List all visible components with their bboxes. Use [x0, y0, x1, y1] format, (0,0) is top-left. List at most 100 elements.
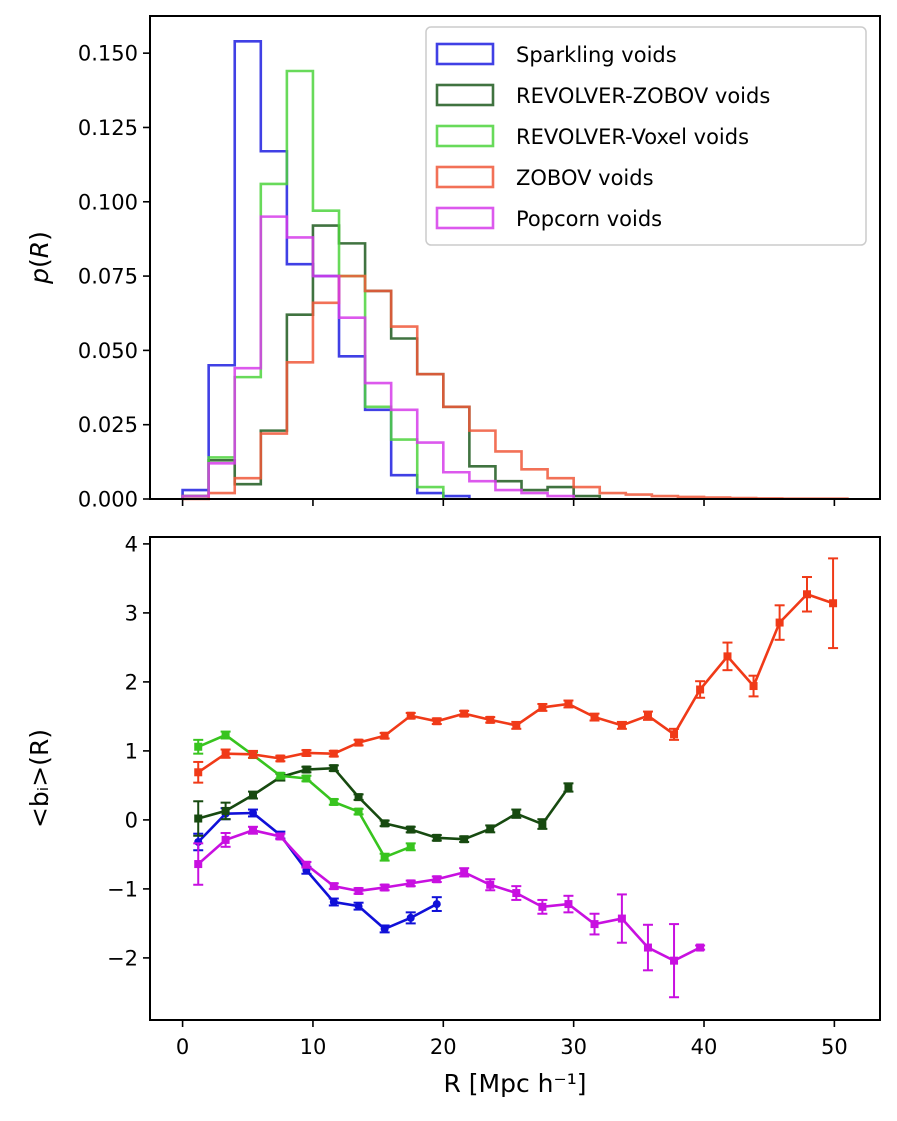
top-y-tick-label: 0.150 [78, 42, 138, 66]
legend-swatch-revolver-voxel-voids [435, 124, 495, 148]
bias-series-1 [193, 764, 574, 844]
legend-label-revolver-voxel-voids: REVOLVER-Voxel voids [516, 125, 749, 149]
data-point [617, 721, 626, 730]
data-point [194, 860, 203, 869]
top-y-tick-label: 0.000 [78, 488, 138, 512]
bottom-x-ticks: 0 10 20 30 40 50 [176, 1020, 848, 1059]
bottom-x-tick-label: 10 [300, 1035, 327, 1059]
data-point [354, 902, 363, 911]
bottom-x-tick-label: 0 [176, 1035, 189, 1059]
legend-swatch-zobov-voids [435, 165, 495, 189]
top-y-label-paren: ) [25, 231, 54, 241]
top-y-tick-label: 0.075 [78, 265, 138, 289]
data-point [538, 703, 547, 712]
top-y-label-symbol: p [25, 268, 54, 285]
data-point [248, 750, 257, 759]
data-point [406, 711, 415, 720]
data-point [696, 685, 705, 694]
top-y-ticks: 0.000 0.025 0.050 0.075 0.100 0.125 0.150 [78, 42, 150, 512]
data-point [248, 791, 257, 800]
data-point [432, 875, 441, 884]
legend-label-sparkling-voids: Sparkling voids [516, 43, 677, 67]
data-point [406, 913, 415, 922]
legend-swatch-popcorn-voids [435, 206, 495, 230]
bias-line-0 [197, 811, 438, 931]
data-point [276, 771, 285, 780]
bias-line-3 [197, 592, 834, 774]
data-point [723, 652, 732, 661]
data-point [460, 835, 469, 844]
bias-line-4 [197, 828, 701, 963]
top-y-tick-label: 0.050 [78, 339, 138, 363]
top-y-label-paren: ( [25, 258, 54, 268]
top-y-tick-label: 0.025 [78, 413, 138, 437]
data-point [354, 793, 363, 802]
data-point [221, 749, 230, 758]
data-point [380, 731, 389, 740]
data-point [432, 900, 441, 909]
bottom-x-tick-label: 50 [821, 1035, 848, 1059]
bottom-y-tick-label: −2 [107, 946, 138, 970]
hist-popcorn-voids [181, 215, 575, 499]
bottom-x-axis-label: R [Mpc h⁻¹] [443, 1069, 586, 1098]
top-y-tick-label: 0.125 [78, 116, 138, 140]
data-point [460, 868, 469, 877]
data-point [564, 900, 573, 909]
legend-box [425, 26, 867, 246]
data-point [194, 742, 203, 751]
bottom-x-tick-label: 20 [430, 1035, 457, 1059]
legend: Sparkling voids REVOLVER-ZOBOV voids REVOL… [425, 26, 867, 246]
data-point [221, 835, 230, 844]
data-point [406, 842, 415, 851]
data-point [775, 618, 784, 627]
bottom-y-tick-label: 4 [125, 532, 138, 556]
data-point [432, 717, 441, 726]
histogram-series-group [181, 39, 849, 501]
data-point [617, 914, 626, 923]
data-point [538, 902, 547, 911]
legend-label-revolver-zobov-voids: REVOLVER-ZOBOV voids [516, 84, 770, 108]
legend-swatch-sparkling-voids [435, 42, 495, 66]
data-point [696, 943, 705, 952]
data-point [248, 826, 257, 835]
data-point [380, 853, 389, 862]
data-point [670, 956, 679, 965]
data-point [302, 774, 311, 783]
data-point [221, 731, 230, 740]
legend-label-popcorn-voids: Popcorn voids [516, 207, 662, 231]
data-point [512, 889, 521, 898]
data-point [512, 721, 521, 730]
data-point [829, 599, 838, 608]
data-point [380, 883, 389, 892]
data-point [276, 754, 285, 763]
histogram-panel: 0.000 0.025 0.050 0.075 0.100 0.125 0.150 p(R)… [25, 15, 881, 512]
data-point [194, 768, 203, 777]
bottom-plot-frame [149, 536, 881, 1021]
bottom-y-tick-label: 0 [125, 808, 138, 832]
data-point [486, 880, 495, 889]
data-point [221, 806, 230, 815]
top-plot-frame [149, 15, 881, 500]
bottom-y-tick-label: 2 [125, 670, 138, 694]
data-point [248, 809, 257, 817]
data-point [486, 715, 495, 724]
data-point [302, 765, 311, 774]
data-point [406, 825, 415, 834]
data-point [590, 713, 599, 722]
legend-label-zobov-voids: ZOBOV voids [516, 166, 654, 190]
data-point [486, 824, 495, 833]
data-point [564, 783, 573, 792]
bottom-y-tick-label: 3 [125, 601, 138, 625]
data-point [329, 764, 338, 773]
data-point [670, 730, 679, 739]
data-point [194, 814, 203, 823]
data-point [302, 860, 311, 869]
data-point [380, 924, 389, 933]
data-point [354, 886, 363, 895]
bias-line-panel: −2 −1 0 1 2 3 4 0 10 20 30 40 50 <bᵢ>(R) R [Mpc h⁻¹… [25, 532, 881, 1098]
top-y-tick-label: 0.100 [78, 190, 138, 214]
top-x-ticks [181, 499, 836, 506]
bias-series-3 [193, 557, 839, 784]
bottom-y-ticks: −2 −1 0 1 2 3 4 [107, 532, 150, 970]
